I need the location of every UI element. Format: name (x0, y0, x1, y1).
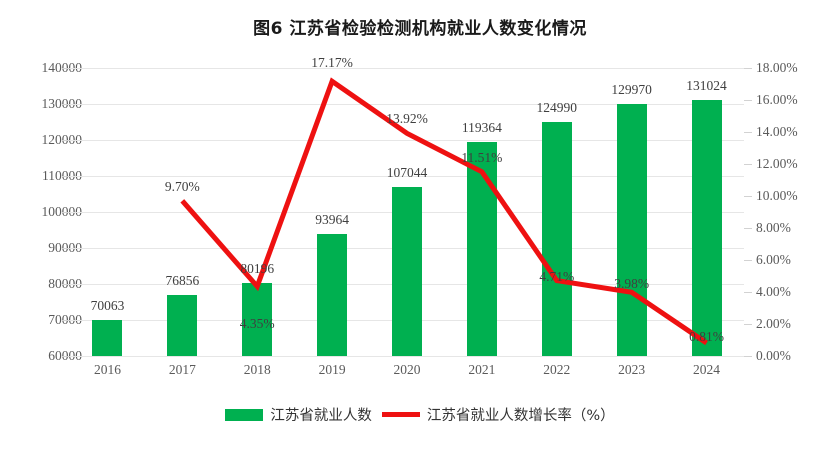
y-axis-right-tick-label: 14.00% (756, 124, 798, 139)
growth-rate-value-label: 4.35% (239, 316, 275, 332)
growth-rate-value-label: 3.98% (614, 276, 650, 292)
y-axis-left-tick-label: 120000 (41, 132, 83, 147)
x-axis-tick-label: 2024 (693, 362, 721, 377)
y-axis-right-tick-label: 12.00% (756, 156, 798, 171)
y-axis-right-tick-mark (744, 164, 752, 165)
x-axis-tick-label: 2019 (318, 362, 346, 377)
y-axis-right-tick-mark (744, 132, 752, 133)
y-axis-right-tick-mark (744, 228, 752, 229)
y-axis-left-tick-mark (62, 356, 70, 357)
bar (541, 122, 572, 356)
bar (92, 319, 123, 356)
bar-value-label: 70063 (90, 297, 125, 313)
y-axis-left-tick-mark (62, 140, 70, 141)
x-axis-tick-label: 2021 (468, 362, 496, 377)
gridline (70, 140, 744, 141)
chart-legend: 江苏省就业人数 江苏省就业人数增长率（%） (0, 404, 840, 425)
bar (616, 104, 647, 356)
y-axis-right-tick-mark (744, 68, 752, 69)
x-axis-tick-label: 2016 (93, 362, 121, 377)
y-axis-right-tick-mark (744, 196, 752, 197)
bar-value-label: 131024 (686, 78, 727, 94)
y-axis-left-tick-label: 130000 (41, 96, 83, 111)
x-axis-tick-label: 2022 (543, 362, 571, 377)
bar (242, 283, 273, 356)
growth-rate-value-label: 4.71% (539, 268, 575, 284)
legend-label-bars: 江苏省就业人数 (270, 408, 372, 424)
y-axis-right-tick-mark (744, 324, 752, 325)
y-axis-left-tick-mark (62, 248, 70, 249)
bar-value-label: 93964 (315, 211, 349, 227)
y-axis-left-tick-mark (62, 68, 70, 69)
bar-value-label: 80196 (240, 261, 275, 277)
gridline (70, 356, 744, 357)
growth-rate-value-label: 17.17% (311, 55, 353, 71)
line-series (180, 77, 709, 346)
legend-item-line[interactable]: 江苏省就业人数增长率（%） (381, 404, 615, 425)
gridline (70, 68, 744, 69)
bar-value-label: 124990 (536, 100, 578, 116)
y-axis-right-tick-mark (744, 356, 752, 357)
y-axis-right-tick-label: 16.00% (756, 92, 798, 107)
gridline (70, 104, 744, 105)
gridline (70, 176, 744, 177)
chart-title: 图6 江苏省检验检测机构就业人数变化情况 (253, 19, 587, 39)
y-axis-right-tick-label: 18.00% (756, 60, 798, 75)
y-axis-left-tick-mark (62, 212, 70, 213)
y-axis-right-tick-label: 2.00% (756, 316, 791, 331)
bar (691, 100, 722, 356)
x-axis-tick-label: 2020 (393, 362, 421, 377)
x-axis-tick-label: 2017 (168, 362, 196, 377)
bar (466, 142, 497, 356)
y-axis-left-tick-label: 110000 (42, 168, 82, 183)
y-axis-right-tick-mark (744, 260, 752, 261)
growth-rate-value-label: 13.92% (386, 111, 428, 127)
x-axis-tick-label: 2023 (618, 362, 646, 377)
y-axis-left-tick-mark (62, 104, 70, 105)
y-axis-right-tick-label: 4.00% (756, 284, 791, 299)
y-axis-right-tick-label: 10.00% (756, 188, 798, 203)
y-axis-left-tick-label: 60000 (48, 348, 82, 363)
legend-line-swatch-icon (381, 412, 420, 417)
legend-label-line: 江苏省就业人数增长率（%） (426, 408, 615, 424)
y-axis-left-tick-label: 100000 (41, 204, 83, 219)
y-axis-left-tick-mark (62, 284, 70, 285)
y-axis-right-tick-label: 0.00% (756, 348, 791, 363)
legend-bar-swatch-icon (225, 408, 264, 421)
y-axis-left-tick-label: 70000 (48, 312, 82, 327)
legend-item-bars[interactable]: 江苏省就业人数 (225, 404, 372, 425)
growth-rate-line (180, 77, 709, 346)
y-axis-right-tick-mark (744, 292, 752, 293)
growth-rate-value-label: 0.81% (689, 329, 724, 345)
bar-value-label: 129970 (611, 82, 652, 98)
y-axis-left-tick-mark (62, 176, 70, 177)
y-axis-right-tick-mark (744, 100, 752, 101)
bar-value-label: 119364 (461, 120, 502, 136)
y-axis-left-tick-label: 90000 (48, 240, 82, 255)
growth-rate-value-label: 9.70% (164, 178, 200, 194)
bar-value-label: 107044 (386, 164, 428, 180)
y-axis-right-tick-label: 8.00% (756, 220, 791, 235)
bar (317, 233, 348, 356)
y-axis-left-tick-mark (62, 320, 70, 321)
bar-value-label: 76856 (165, 273, 200, 289)
y-axis-left-tick-label: 140000 (41, 60, 83, 75)
growth-rate-value-label: 11.51% (461, 149, 503, 165)
y-axis-left-tick-label: 80000 (48, 276, 82, 291)
plot-area (70, 68, 744, 357)
x-axis-tick-label: 2018 (243, 362, 271, 377)
y-axis-right-tick-label: 6.00% (756, 252, 791, 267)
bar (167, 295, 198, 356)
bar (392, 186, 422, 356)
